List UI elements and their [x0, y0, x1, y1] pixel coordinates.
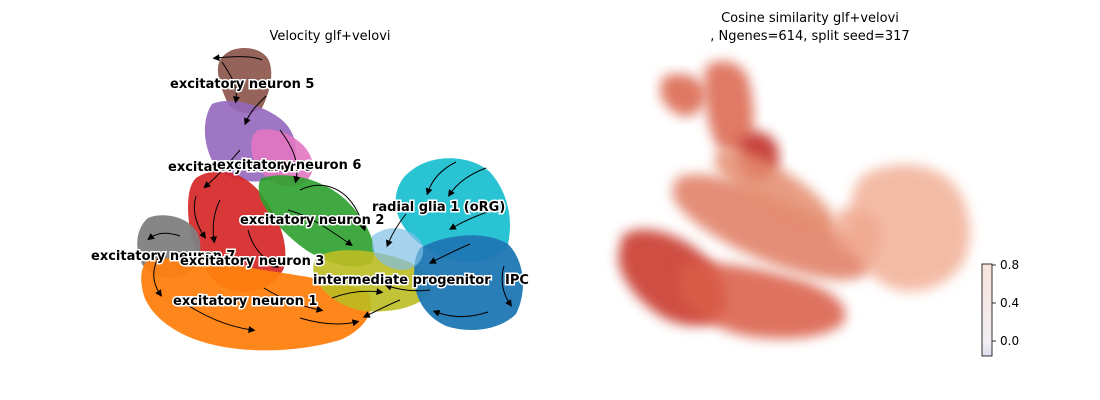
cluster-excitatory-neuron-1 [141, 258, 372, 351]
cosine-region-top-spur [704, 61, 754, 154]
streamline [279, 129, 301, 184]
colorbar: 0.8 0.4 0.0 [981, 258, 1019, 357]
label-excitatory-neuron-1: excitatory neuron 1 [173, 294, 317, 309]
cluster-labels: excitatory neuron 5 excitatory neuron 6 … [90, 76, 531, 311]
label-excitatory-neuron-2: excitatory neuron 2 [240, 213, 384, 228]
streamline [153, 257, 162, 297]
cosine-region-right-connector [832, 208, 882, 256]
streamline [432, 309, 489, 317]
label-excitatory-neuron-6-b: excitatory neuron 6 [217, 158, 361, 173]
cosine-region-right-lobe [850, 164, 970, 292]
velocity-streamlines [147, 54, 512, 333]
label-excitatory-neuron-3: excitatory neuron 3 [180, 254, 324, 269]
label-excitatory-neuron-6-a: excitatory neuron 6 [168, 160, 312, 175]
cosine-embedding [618, 61, 970, 339]
streamline [221, 61, 240, 104]
colorbar-gradient [981, 263, 993, 357]
label-ipc: IPC [505, 273, 529, 288]
streamline [384, 283, 431, 292]
streamline [501, 265, 512, 307]
colorbar-tick-label: 0.4 [1000, 296, 1019, 310]
streamline [212, 54, 263, 62]
cluster-ipc [414, 235, 523, 330]
cluster-blobs [137, 47, 523, 351]
streamline [203, 149, 241, 189]
cosine-region-middle-stream [672, 174, 876, 281]
streamline [263, 287, 324, 313]
cosine-region-upper-stream [714, 149, 835, 233]
streamline [362, 299, 401, 318]
streamline [428, 243, 471, 264]
streamline [448, 167, 487, 197]
velocity-panel: Velocity glf+velovi [90, 29, 531, 351]
streamline [425, 161, 457, 196]
velocity-title: Velocity glf+velovi [269, 29, 390, 44]
streamline [193, 195, 206, 239]
cluster-fringe [372, 228, 424, 270]
streamline [244, 95, 267, 126]
streamline [179, 299, 256, 333]
streamline [247, 229, 280, 268]
cosine-panel: Cosine similarity glf+velovi , Ngenes=61… [618, 11, 1019, 357]
label-radial-glia: radial glia 1 (oRG) [372, 200, 505, 215]
cosine-title-line2: , Ngenes=614, split seed=317 [710, 29, 909, 44]
cosine-region-top-left [660, 73, 707, 117]
streamline [287, 209, 353, 247]
streamline [299, 184, 367, 232]
colorbar-tick-label: 0.8 [1000, 258, 1019, 272]
cosine-region-bottom-stream [680, 263, 846, 339]
streamline [386, 213, 407, 248]
streamline [331, 288, 384, 299]
streamline [448, 209, 495, 230]
streamline [147, 232, 181, 241]
streamline [210, 199, 221, 244]
cosine-title-line1: Cosine similarity glf+velovi [721, 11, 899, 26]
colorbar-tick-label: 0.0 [1000, 334, 1019, 348]
label-excitatory-neuron-7: excitatory neuron 7 [91, 249, 235, 264]
label-intermediate-progenitor: intermediate progenitor [313, 273, 491, 288]
streamline [299, 317, 360, 327]
cluster-excitatory-neuron-3 [188, 171, 286, 292]
label-excitatory-neuron-5: excitatory neuron 5 [170, 77, 314, 92]
cluster-excitatory-neuron-5 [217, 47, 272, 113]
